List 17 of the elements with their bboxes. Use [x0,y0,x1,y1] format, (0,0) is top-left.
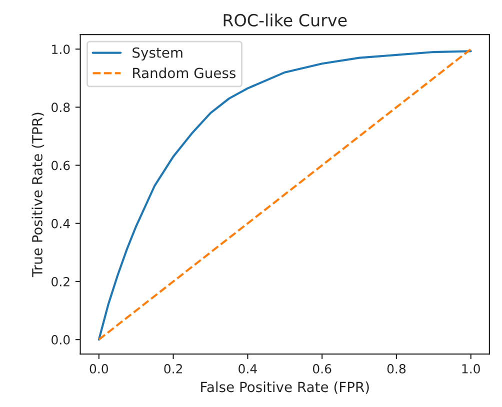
y-tick-label: 0.4 [52,218,70,228]
y-tick-label: 1.0 [52,44,70,54]
y-tick-label: 0.8 [52,102,70,112]
chart-title: ROC-like Curve [224,14,347,26]
y-tick-label: 0.0 [52,335,70,344]
x-tick-label: 0.0 [90,364,108,374]
x-tick-label: 0.8 [387,364,406,374]
x-tick-label: 0.6 [312,364,332,374]
legend-label: Random Guess [133,67,236,78]
x-tick-label: 1.0 [462,364,480,374]
x-tick-label: 0.4 [238,364,257,374]
x-tick-label: 0.2 [164,364,182,374]
y-tick-label: 0.2 [52,276,70,286]
x-axis-title: False Positive Rate (FPR) [201,381,369,394]
y-axis-title: True Positive Rate (TPR) [32,112,44,278]
y-tick-label: 0.6 [52,160,70,170]
legend-label: System [132,47,182,61]
